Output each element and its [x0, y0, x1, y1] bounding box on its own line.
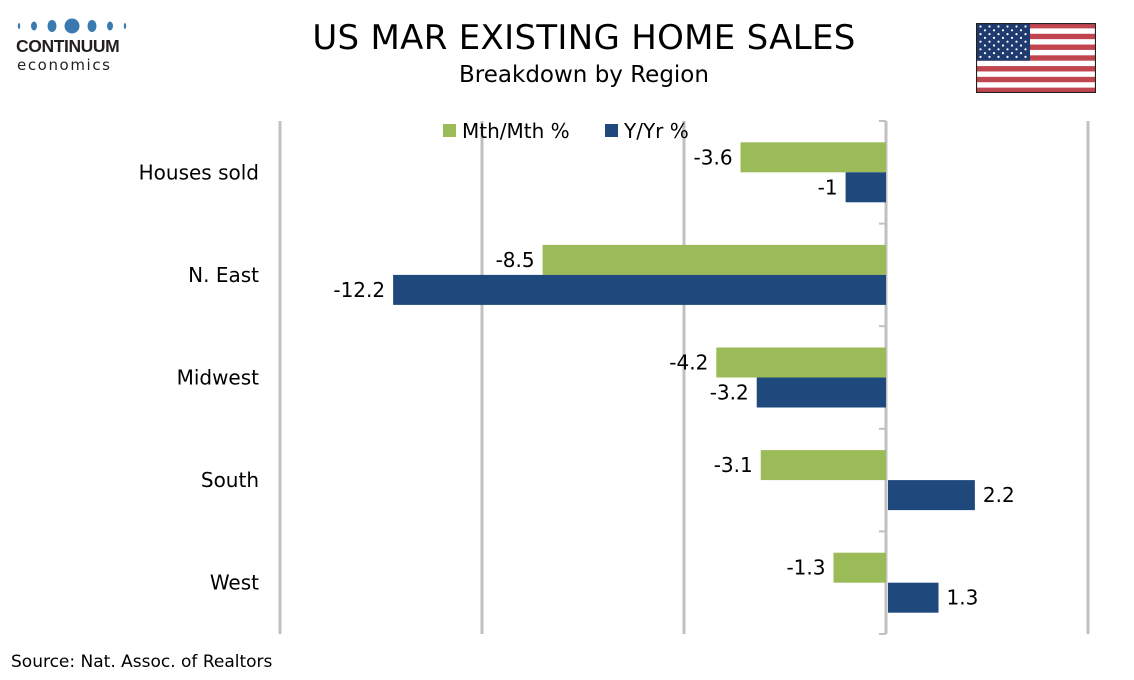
flag-stripe — [976, 76, 1096, 83]
flag-star — [1015, 55, 1018, 59]
bar-y-yr — [888, 480, 975, 511]
data-label: -1 — [818, 175, 838, 199]
flag-star — [1019, 36, 1023, 39]
bar-y-yr — [888, 582, 939, 613]
flag-star — [988, 33, 991, 36]
category-label: Houses sold — [139, 160, 259, 184]
flag-star — [1010, 36, 1014, 39]
flag-star — [992, 36, 996, 39]
flag-star — [979, 25, 982, 28]
flag-star — [988, 55, 991, 59]
data-label: -3.6 — [694, 145, 733, 169]
chart-title: US MAR EXISTING HOME SALES — [312, 18, 856, 58]
flag-star — [988, 48, 991, 51]
flag-star — [1006, 25, 1009, 28]
chart-subtitle: Breakdown by Region — [459, 62, 709, 88]
flag-star — [1010, 29, 1014, 32]
continuum-logo: CONTINUUM economics — [14, 14, 134, 76]
flag-star — [1015, 25, 1018, 28]
bar-y-yr — [393, 274, 886, 305]
bar-mth-mth — [716, 347, 886, 378]
flag-star — [1024, 33, 1027, 36]
flag-star — [983, 36, 987, 39]
flag-star — [1006, 33, 1009, 36]
flag-star — [1015, 33, 1018, 36]
flag-star — [983, 44, 987, 47]
logo-wordmark: CONTINUUM — [16, 36, 120, 56]
flag-star — [983, 29, 987, 32]
bar-mth-mth — [833, 552, 886, 583]
legend-label: Mth/Mth % — [462, 119, 570, 143]
flag-star — [1010, 44, 1014, 47]
legend-swatch — [605, 124, 618, 137]
flag-star — [1024, 40, 1027, 43]
flag-stripe — [976, 66, 1096, 72]
flag-star — [1024, 25, 1027, 28]
flag-star — [1019, 52, 1023, 55]
flag-star — [979, 48, 982, 51]
bar-mth-mth — [760, 450, 886, 481]
category-label: Midwest — [177, 366, 260, 390]
data-label: -3.2 — [710, 381, 749, 405]
flag-stripe — [976, 87, 1096, 93]
logo-subtitle: economics — [17, 56, 112, 74]
logo-dots-icon — [17, 18, 127, 34]
bar-mth-mth — [740, 142, 886, 173]
flag-stripe — [976, 55, 1096, 61]
data-label: -8.5 — [496, 248, 535, 272]
flag-stripe — [976, 44, 1096, 50]
data-label: 2.2 — [983, 483, 1015, 507]
flag-star — [1019, 29, 1023, 32]
flag-star — [1006, 40, 1009, 43]
flag-star — [1010, 52, 1014, 55]
bar-mth-mth — [542, 244, 886, 275]
flag-star — [997, 55, 1000, 59]
flag-star — [1001, 36, 1005, 39]
flag-stripe — [976, 23, 1096, 29]
flag-star — [983, 52, 987, 55]
source-note: Source: Nat. Assoc. of Realtors — [11, 652, 273, 672]
flag-stripe — [976, 33, 1096, 40]
us-flag-icon — [976, 23, 1096, 93]
flag-star — [997, 40, 1000, 43]
flag-star — [979, 55, 982, 59]
flag-star — [1001, 29, 1005, 32]
category-label: West — [210, 571, 259, 595]
data-label: -12.2 — [333, 278, 385, 302]
flag-star — [997, 25, 1000, 28]
data-label: 1.3 — [947, 586, 979, 610]
flag-star — [997, 33, 1000, 36]
flag-star — [979, 40, 982, 43]
flag-star — [997, 48, 1000, 51]
flag-star — [988, 40, 991, 43]
flag-star — [979, 33, 982, 36]
flag-star — [1001, 52, 1005, 55]
flag-star — [1015, 48, 1018, 51]
flag-star — [1006, 55, 1009, 59]
flag-star — [1006, 48, 1009, 51]
data-label: -1.3 — [786, 556, 825, 580]
legend-swatch — [443, 124, 456, 137]
flag-star — [992, 29, 996, 32]
data-label: -3.1 — [714, 453, 753, 477]
bar-y-yr — [756, 377, 886, 408]
flag-star — [1024, 48, 1027, 51]
data-label: -4.2 — [669, 351, 708, 375]
flag-star — [1024, 55, 1027, 59]
bar-y-yr — [845, 172, 886, 203]
category-label: N. East — [188, 263, 259, 287]
legend-label: Y/Yr % — [623, 119, 689, 143]
flag-star — [992, 44, 996, 47]
flag-star — [1019, 44, 1023, 47]
flag-star — [1001, 44, 1005, 47]
flag-star — [988, 25, 991, 28]
flag-star — [992, 52, 996, 55]
flag-star — [1015, 40, 1018, 43]
category-label: South — [201, 468, 259, 492]
